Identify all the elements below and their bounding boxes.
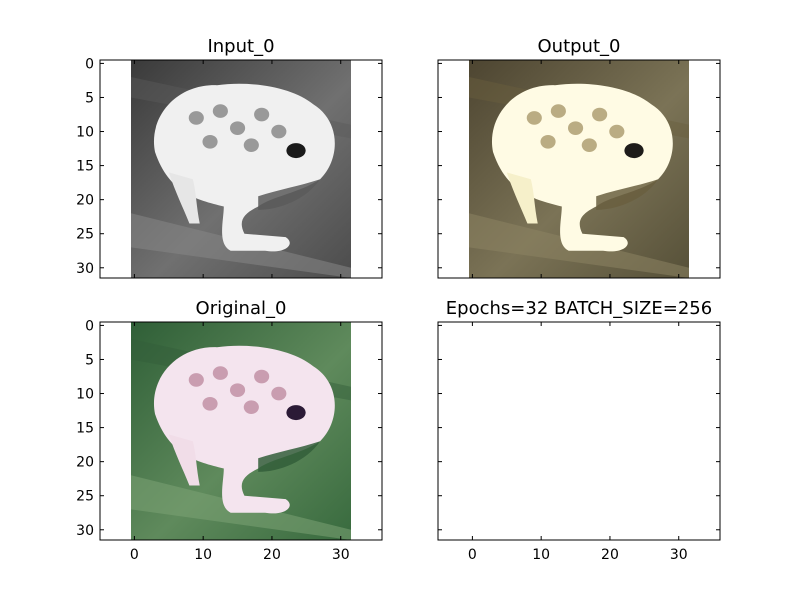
subplot-3: 0 5 10 15 20 25 30 0 10 20 30 Original_0: [76, 298, 383, 563]
frog-leg: [168, 434, 200, 486]
subplot-1: 0 5 10 15 20 25 30 Input_0: [76, 36, 383, 279]
frog-spot: [254, 107, 270, 122]
axes-frame: [99, 321, 383, 541]
frog-spot: [271, 386, 287, 401]
frog-eye: [286, 143, 306, 159]
subplot-title: Input_0: [207, 36, 274, 57]
frog-spot: [202, 396, 218, 411]
x-tick-label: 0: [130, 547, 139, 563]
frog-mouth-shadow: [258, 179, 321, 210]
image-1: [130, 60, 352, 278]
y-tick-label: 15: [76, 159, 94, 175]
frog-body: [491, 83, 673, 252]
y-tick-label: 5: [85, 90, 94, 106]
y-tick-label: 30: [76, 261, 94, 277]
image-3: [130, 322, 352, 540]
y-tick-label: 10: [76, 125, 94, 141]
frog-eye: [624, 143, 644, 159]
frog-leg: [168, 172, 200, 224]
y-tick-label: 15: [76, 421, 94, 437]
x-tick-label: 30: [670, 547, 688, 563]
y-tick-label: 0: [85, 56, 94, 72]
subplot-2: Output_0: [437, 36, 721, 279]
frog-spot: [540, 134, 556, 149]
y-tick-label: 5: [85, 352, 94, 368]
y-tick-label: 20: [76, 455, 94, 471]
frog-spot: [188, 111, 204, 125]
frog-spot: [254, 369, 270, 384]
frog-spot: [581, 138, 597, 152]
x-tick-label: 30: [332, 547, 350, 563]
subplot-title: Output_0: [538, 36, 621, 57]
y-tick-label: 25: [76, 227, 94, 243]
subplot-title: Epochs=32 BATCH_SIZE=256: [446, 298, 712, 319]
frog-spot: [550, 104, 566, 118]
y-tick-label: 20: [76, 193, 94, 209]
frog-spot: [609, 124, 625, 139]
x-tick-label: 10: [194, 547, 212, 563]
frog-spot: [188, 373, 204, 387]
frog-mouth-shadow: [258, 441, 321, 472]
frog-spot: [229, 121, 246, 135]
frog-spot: [271, 124, 287, 139]
frog-spot: [229, 383, 246, 397]
axes-frame: [437, 59, 721, 279]
frog-eye: [286, 405, 306, 421]
frog-spot: [243, 400, 259, 414]
frog-spot: [567, 121, 584, 135]
frog-mouth-shadow: [596, 179, 659, 210]
y-tick-label: 30: [76, 523, 94, 539]
frog-body: [153, 345, 335, 514]
x-tick-label: 0: [468, 547, 477, 563]
y-tick-label: 0: [85, 318, 94, 334]
axes-frame: [437, 321, 721, 541]
subplot-title: Original_0: [196, 298, 287, 319]
y-tick-label: 10: [76, 387, 94, 403]
frog-spot: [526, 111, 542, 125]
frog-leg: [506, 172, 538, 224]
frog-spot: [243, 138, 259, 152]
x-tick-label: 20: [263, 547, 281, 563]
frog-spot: [212, 366, 228, 380]
x-tick-label: 10: [532, 547, 550, 563]
frog-spot: [592, 107, 608, 122]
frog-spot: [202, 134, 218, 149]
image-2: [468, 60, 690, 278]
y-tick-label: 25: [76, 489, 94, 505]
x-tick-label: 20: [601, 547, 619, 563]
frog-spot: [212, 104, 228, 118]
axes-frame: [99, 59, 383, 279]
subplot-4: 0 10 20 30 Epochs=32 BATCH_SIZE=256: [437, 298, 721, 563]
frog-body: [153, 83, 335, 252]
axes-background: [438, 322, 720, 540]
